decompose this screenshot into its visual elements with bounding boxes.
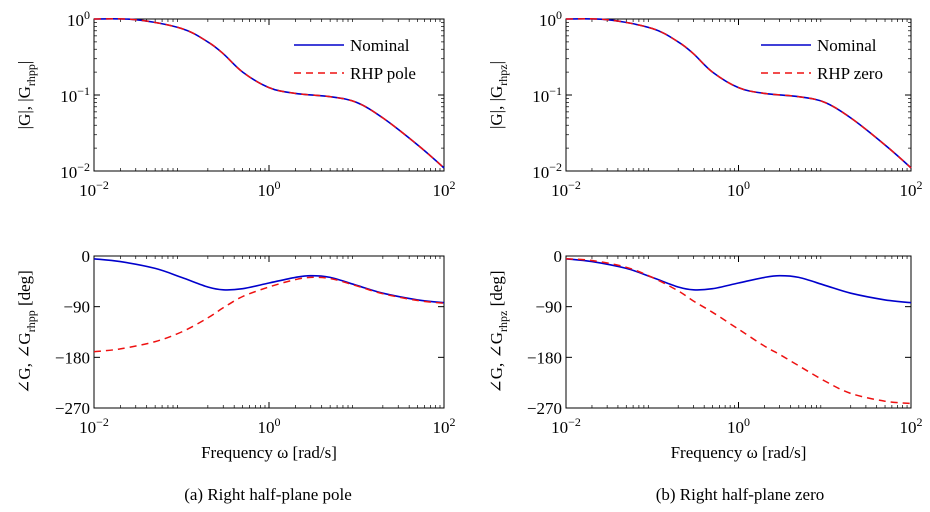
legend-label: Nominal bbox=[817, 36, 877, 55]
panel-a-phase: 10−2 100 102 0 −90 −180 −270 ∠G, ∠Grhpp [deg] Fr… bbox=[15, 247, 456, 462]
caption-a: (a) Right half-plane pole bbox=[184, 485, 352, 504]
x-tick-label: 102 bbox=[433, 178, 456, 200]
series-line-rhp-pole bbox=[93, 276, 445, 353]
panel-a-mag: 10−2 100 102 10−2 10−1 100 |G|, |Grhpp| Nominal… bbox=[15, 8, 456, 200]
panel-b-phase: 10−2 100 102 0 −90 −180 −270 ∠G, ∠Grhpz [deg] Fr… bbox=[487, 247, 923, 462]
series-line-nominal bbox=[93, 258, 445, 304]
y-tick-label: 100 bbox=[539, 8, 562, 30]
y-tick-label: 10−2 bbox=[60, 160, 90, 182]
legend-label: RHP pole bbox=[350, 64, 416, 83]
y-tick-label: −90 bbox=[535, 298, 562, 317]
y-axis-label: |G|, |Grhpp| bbox=[15, 61, 38, 130]
y-tick-label: 10−2 bbox=[532, 160, 562, 182]
y-axis-label: ∠G, ∠Grhpp [deg] bbox=[15, 270, 38, 394]
x-tick-label: 100 bbox=[727, 415, 750, 437]
plot-frame bbox=[93, 255, 445, 409]
panel-b-mag: 10−2 100 102 10−2 10−1 100 |G|, |Grhpz| Nominal… bbox=[487, 8, 923, 200]
y-tick-label: 0 bbox=[554, 247, 563, 266]
y-tick-label: −180 bbox=[527, 348, 562, 367]
x-tick-label: 10−2 bbox=[551, 415, 581, 437]
plot-frame bbox=[565, 255, 912, 409]
x-tick-label: 10−2 bbox=[551, 178, 581, 200]
series-line-nominal bbox=[565, 258, 912, 304]
x-axis-label: Frequency ω [rad/s] bbox=[201, 443, 337, 462]
x-tick-label: 100 bbox=[258, 178, 281, 200]
x-tick-label: 100 bbox=[727, 178, 750, 200]
x-tick-label: 102 bbox=[900, 178, 923, 200]
y-tick-label: −180 bbox=[55, 348, 90, 367]
y-axis-label: |G|, |Grhpz| bbox=[487, 61, 510, 129]
x-tick-label: 102 bbox=[900, 415, 923, 437]
y-tick-label: 10−1 bbox=[532, 84, 562, 106]
y-tick-label: −270 bbox=[55, 399, 90, 418]
y-tick-label: 0 bbox=[82, 247, 91, 266]
legend-label: RHP zero bbox=[817, 64, 883, 83]
series-line-rhp-zero bbox=[565, 258, 912, 405]
y-tick-label: 100 bbox=[67, 8, 90, 30]
y-tick-label: 10−1 bbox=[60, 84, 90, 106]
series-line-rhp-pole bbox=[93, 18, 445, 169]
caption-b: (b) Right half-plane zero bbox=[656, 485, 825, 504]
x-tick-label: 10−2 bbox=[79, 178, 109, 200]
series-line-rhp-zero bbox=[565, 18, 912, 169]
y-tick-label: −270 bbox=[527, 399, 562, 418]
y-tick-label: −90 bbox=[63, 298, 90, 317]
x-axis-label: Frequency ω [rad/s] bbox=[671, 443, 807, 462]
x-tick-label: 102 bbox=[433, 415, 456, 437]
x-tick-label: 100 bbox=[258, 415, 281, 437]
legend-label: Nominal bbox=[350, 36, 410, 55]
x-tick-label: 10−2 bbox=[79, 415, 109, 437]
y-axis-label: ∠G, ∠Grhpz [deg] bbox=[487, 271, 510, 394]
